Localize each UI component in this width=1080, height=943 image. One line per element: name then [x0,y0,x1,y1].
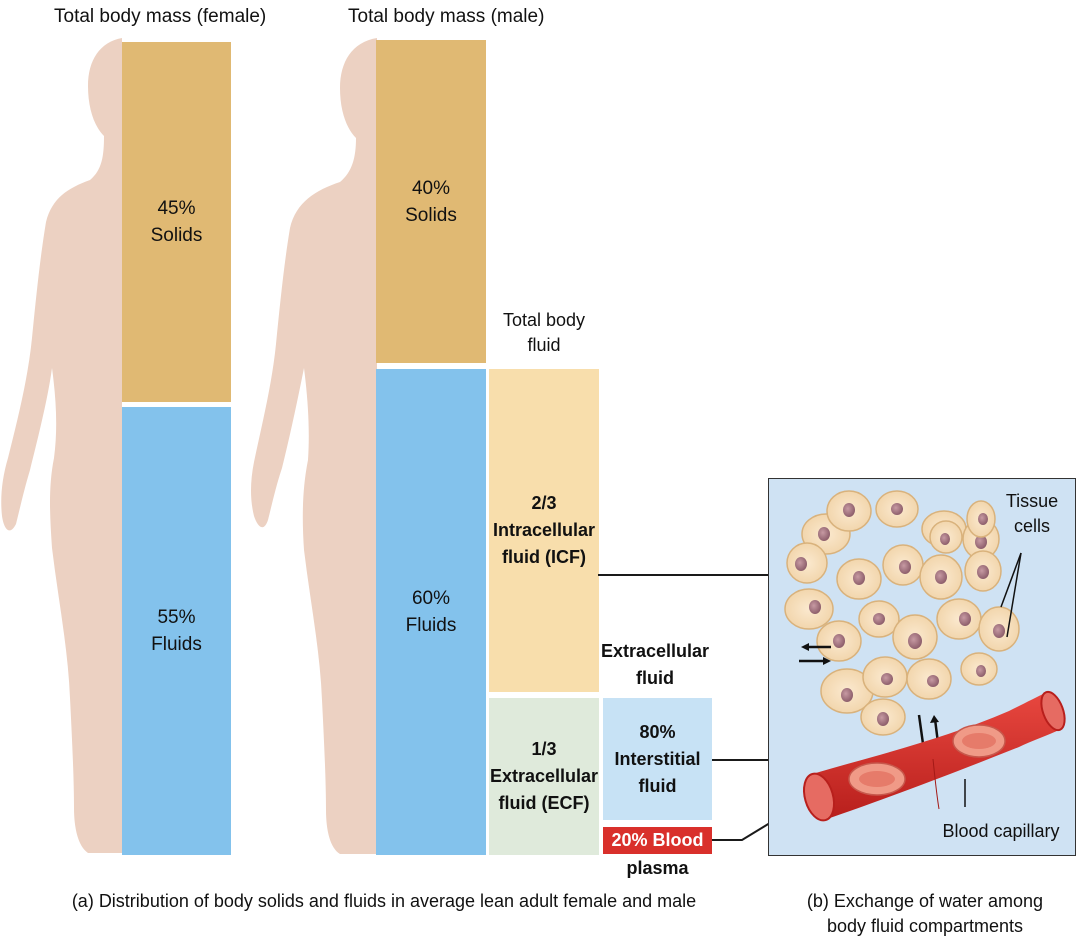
interstitial-block: 80% Interstitial fluid [603,698,712,820]
icf-line2: fluid (ICF) [502,547,586,567]
plasma-block: 20% Blood [603,827,712,854]
female-solids-label: Solids [150,225,203,246]
icf-line1: Intracellular [492,520,596,540]
interstitial-connector-line [712,759,794,761]
female-solids-block: 45% Solids [122,42,231,402]
female-solids-pct: 45% [157,198,196,219]
interstitial-line1: Interstitial [614,748,701,769]
total-body-fluid-label: Total body fluid [488,308,600,358]
tissue-cells-line1: Tissue [1005,491,1059,511]
male-fluids-pct: 60% [411,588,451,609]
extracellular-fluid-label: Extracellular fluid [596,638,714,692]
plasma-pct-label: 20% Blood [611,830,704,850]
icf-block: 2/3 Intracellular fluid (ICF) [489,369,599,692]
ecf-block: 1/3 Extracellular fluid (ECF) [489,698,599,855]
blood-capillary-illustration [803,690,1066,822]
plasma-label: plasma [626,858,689,878]
male-fluids-block: 60% Fluids [376,369,486,855]
female-fluids-block: 55% Fluids [122,407,231,855]
male-fluids-label: Fluids [405,615,457,636]
male-title: Total body mass (male) [348,6,545,27]
icf-fraction: 2/3 [531,493,557,513]
female-fluids-pct: 55% [157,607,196,628]
extracellular-fluid-line1: Extracellular [600,641,710,661]
caption-b-line1: (b) Exchange of water among [806,891,1044,911]
total-body-fluid-line2: fluid [527,335,561,355]
interstitial-line2: fluid [638,775,677,796]
total-body-fluid-line1: Total body [502,310,586,330]
extracellular-fluid-line2: fluid [636,668,674,688]
ecf-line1: Extracellular [489,766,599,786]
panel-b-pointer-lines [964,552,1022,807]
male-solids-block: 40% Solids [376,40,486,363]
caption-b: (b) Exchange of water among body fluid c… [790,889,1060,939]
male-silhouette [251,38,377,854]
female-fluids-label: Fluids [151,634,202,655]
female-silhouette [1,38,122,853]
cell-cluster [784,490,1020,736]
blood-capillary-label: Blood capillary [942,821,1060,841]
tissue-cells-label: Tissue cells [995,489,1069,539]
interstitial-pct: 80% [639,721,676,742]
tissue-cells-line2: cells [1013,516,1050,536]
male-solids-pct: 40% [411,177,451,199]
panel-b: Tissue cells Blood capillary [768,478,1076,856]
caption-a: (a) Distribution of body solids and flui… [71,891,697,911]
tissue-cells-illustration [784,490,1066,822]
male-solids-label: Solids [405,204,457,226]
caption-b-line2: body fluid compartments [826,916,1024,936]
ecf-fraction: 1/3 [531,739,557,759]
icf-connector-line [598,574,793,576]
ecf-line2: fluid (ECF) [498,793,590,813]
female-title: Total body mass (female) [54,6,267,27]
